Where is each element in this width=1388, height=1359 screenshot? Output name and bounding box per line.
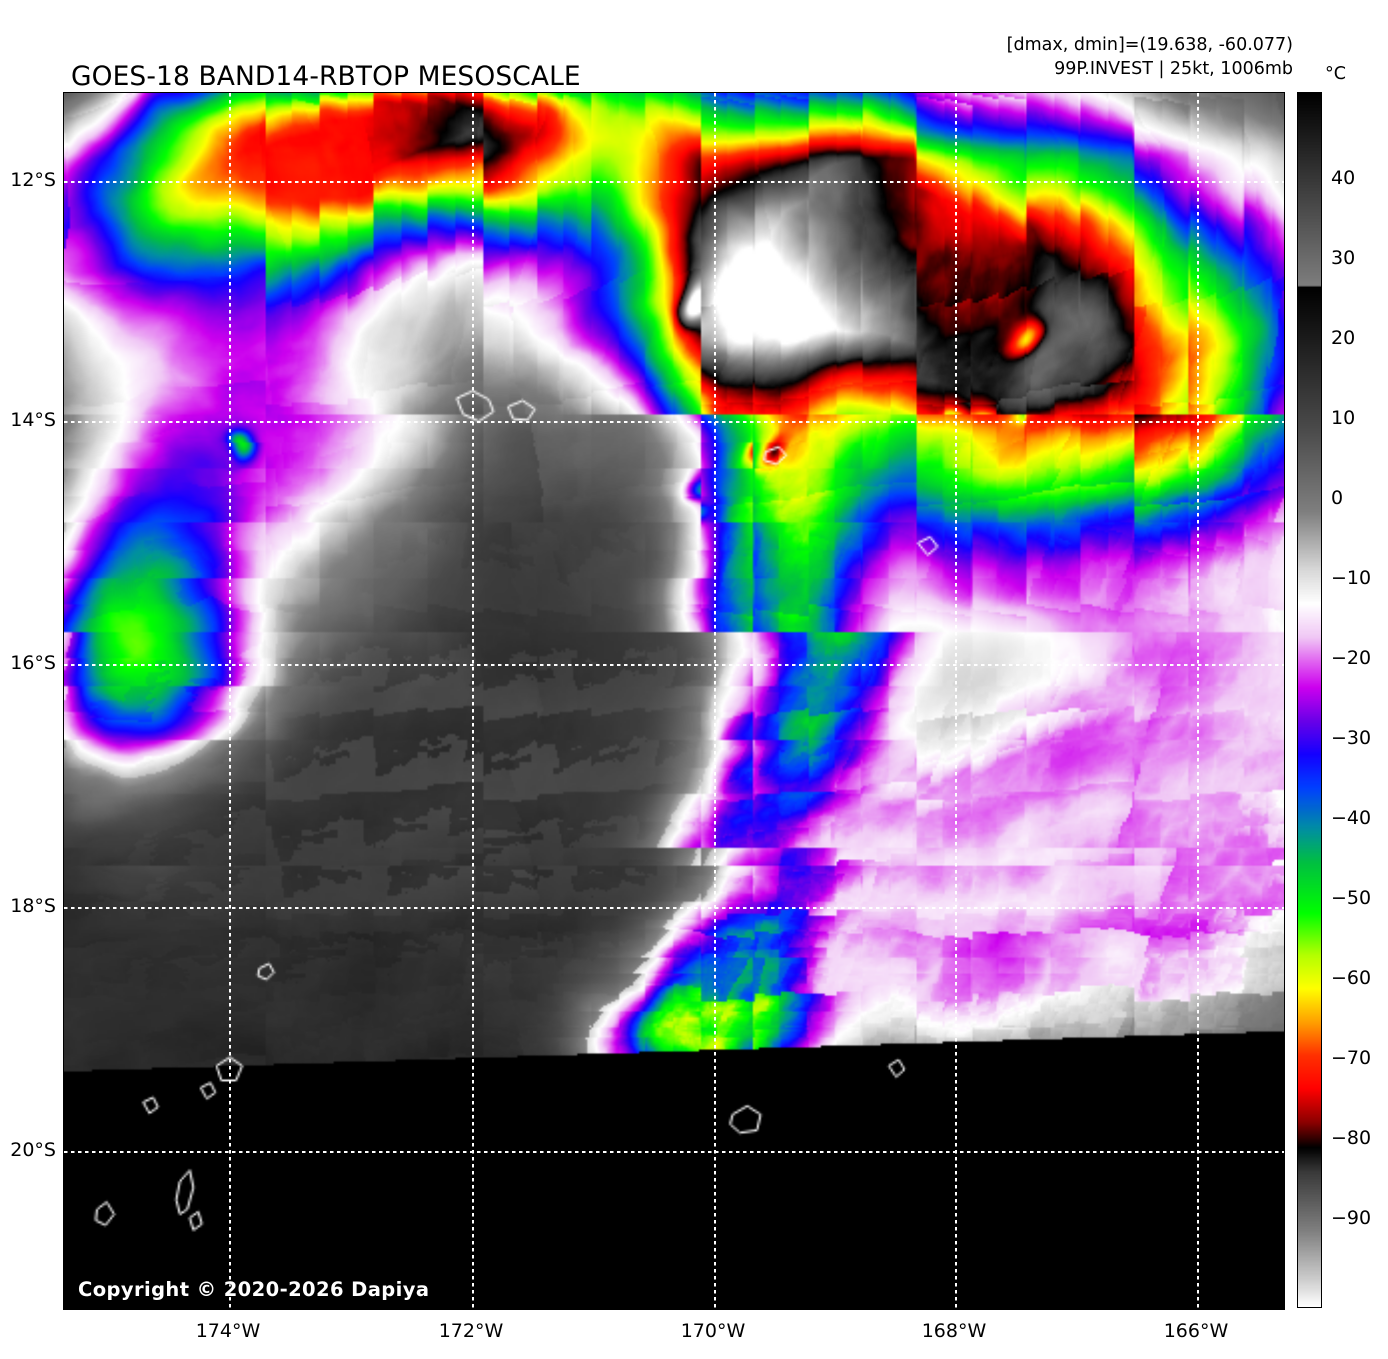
colorbar-tick-6: −20 bbox=[1331, 647, 1372, 669]
colorbar-tick-3: 10 bbox=[1331, 407, 1356, 429]
lon-tick-1: 172°W bbox=[438, 1320, 504, 1342]
colorbar-unit-label: °C bbox=[1325, 64, 1346, 84]
copyright-notice: Copyright © 2020-2026 Dapiya bbox=[78, 1278, 430, 1301]
temperature-colorbar bbox=[1297, 92, 1322, 1308]
lat-tick-2: 16°S bbox=[10, 652, 56, 674]
colorbar-gradient bbox=[1298, 93, 1321, 1307]
colorbar-tick-8: −40 bbox=[1331, 807, 1372, 829]
colorbar-tick-9: −50 bbox=[1331, 887, 1372, 909]
colorbar-tick-11: −70 bbox=[1331, 1047, 1372, 1069]
colorbar-tick-4: 0 bbox=[1331, 487, 1344, 509]
storm-label: 99P.INVEST | 25kt, 1006mb bbox=[1054, 59, 1293, 80]
lat-tick-4: 20°S bbox=[10, 1139, 56, 1161]
page-title: GOES-18 BAND14-RBTOP MESOSCALE bbox=[71, 60, 581, 92]
satellite-image-plot bbox=[63, 92, 1285, 1310]
dminmax-label: [dmax, dmin]=(19.638, -60.077) bbox=[1006, 35, 1293, 55]
lat-tick-3: 18°S bbox=[10, 895, 56, 917]
lon-tick-4: 166°W bbox=[1163, 1320, 1229, 1342]
colorbar-tick-2: 20 bbox=[1331, 327, 1356, 349]
satellite-imagery-canvas bbox=[64, 93, 1284, 1309]
lon-tick-0: 174°W bbox=[195, 1320, 261, 1342]
colorbar-tick-7: −30 bbox=[1331, 727, 1372, 749]
lat-tick-1: 14°S bbox=[10, 409, 56, 431]
colorbar-tick-13: −90 bbox=[1331, 1207, 1372, 1229]
colorbar-tick-10: −60 bbox=[1331, 967, 1372, 989]
metadata-block: [dmax, dmin]=(19.638, -60.077) 99P.INVES… bbox=[1007, 33, 1293, 81]
lon-tick-2: 170°W bbox=[680, 1320, 746, 1342]
colorbar-tick-5: −10 bbox=[1331, 567, 1372, 589]
lon-tick-3: 168°W bbox=[921, 1320, 987, 1342]
colorbar-tick-12: −80 bbox=[1331, 1127, 1372, 1149]
colorbar-tick-1: 30 bbox=[1331, 247, 1356, 269]
colorbar-tick-0: 40 bbox=[1331, 167, 1356, 189]
lat-tick-0: 12°S bbox=[10, 169, 56, 191]
